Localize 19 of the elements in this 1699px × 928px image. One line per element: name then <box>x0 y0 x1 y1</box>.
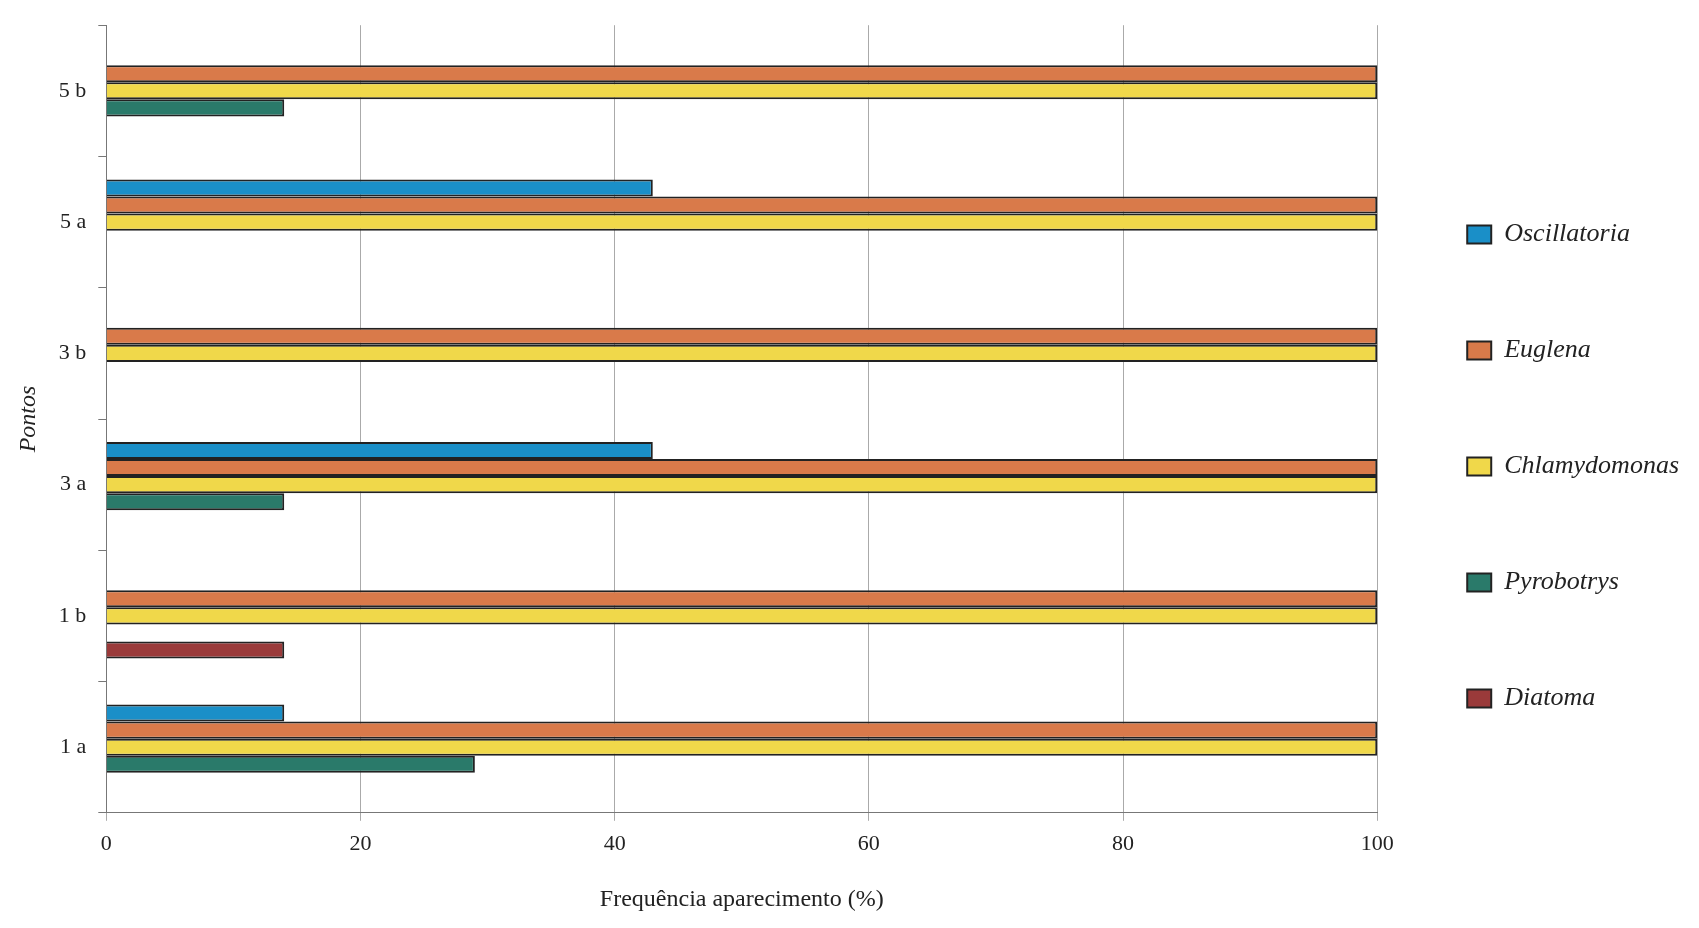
y-axis-title: Pontos <box>13 385 40 454</box>
legend-label: Chlamydomonas <box>1504 450 1679 480</box>
legend-label: Euglena <box>1503 334 1591 364</box>
x-tick-label: 60 <box>857 829 880 855</box>
legend-label: Diatoma <box>1503 682 1596 712</box>
x-tick-label: 0 <box>100 829 112 855</box>
y-tick-label: 3 a <box>60 470 87 496</box>
x-tick-label: 40 <box>603 829 626 855</box>
y-tick-label: 5 a <box>60 207 87 233</box>
x-axis-title: Frequência aparecimento (%) <box>599 884 884 911</box>
x-tick-label: 100 <box>1360 829 1394 855</box>
y-tick-label: 1 a <box>60 732 87 758</box>
y-tick-label: 3 b <box>58 339 87 365</box>
y-tick-label: 1 b <box>58 601 87 627</box>
x-tick-label: 20 <box>349 829 372 855</box>
legend-label: Pyrobotrys <box>1503 566 1619 596</box>
legend-label: Oscillatoria <box>1504 218 1630 248</box>
x-tick-label: 80 <box>1112 829 1135 855</box>
y-tick-label: 5 b <box>58 76 87 102</box>
